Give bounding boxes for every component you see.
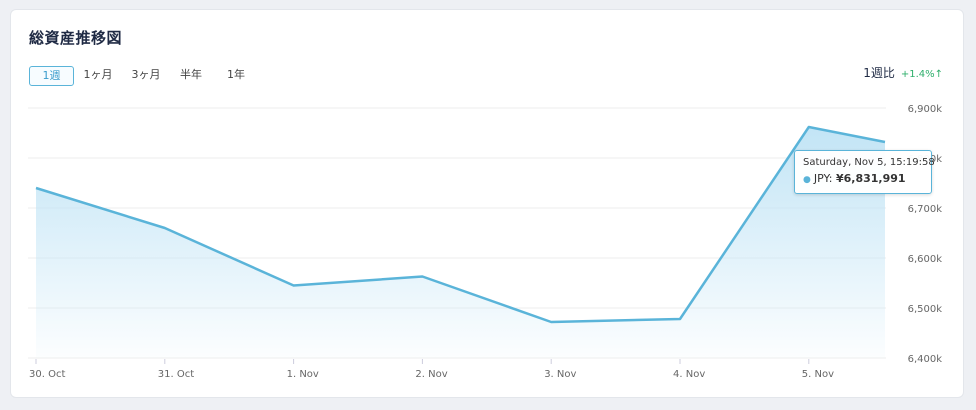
chart-title: 総資産推移図 bbox=[29, 29, 123, 47]
y-tick-label: 6,400k bbox=[908, 354, 943, 365]
y-tick-label: 6,600k bbox=[908, 254, 943, 265]
tab-1-month[interactable]: 1ヶ月 bbox=[83, 68, 113, 81]
tab-3-months[interactable]: 3ヶ月 bbox=[131, 68, 161, 81]
x-tick-label: 1. Nov bbox=[287, 369, 319, 380]
x-tick-label: 3. Nov bbox=[544, 369, 576, 380]
x-tick-label: 5. Nov bbox=[802, 369, 834, 380]
y-tick-label: 6,500k bbox=[908, 304, 943, 315]
weekly-comparison: 1週比 +1.4%↑ bbox=[863, 64, 943, 81]
x-tick-label: 2. Nov bbox=[415, 369, 447, 380]
comparison-delta: +1.4%↑ bbox=[900, 69, 943, 80]
tab-half-year[interactable]: 半年 bbox=[180, 68, 202, 81]
x-tick-label: 31. Oct bbox=[158, 369, 194, 380]
series-area bbox=[36, 127, 885, 358]
x-tick-label: 4. Nov bbox=[673, 369, 705, 380]
tab-1-week[interactable]: 1週 bbox=[29, 66, 74, 86]
y-tick-label: 6,700k bbox=[908, 204, 943, 215]
series-line bbox=[35, 125, 886, 324]
data-tooltip: Saturday, Nov 5, 15:19:58 ● JPY: ¥6,831,9… bbox=[794, 150, 935, 194]
tooltip-value: ¥6,831,991 bbox=[835, 172, 906, 185]
y-tick-label: 6,900k bbox=[908, 104, 943, 115]
series-dot-icon: ● bbox=[803, 175, 811, 185]
tooltip-datetime: Saturday, Nov 5, 15:19:58 bbox=[803, 157, 935, 168]
tooltip-series: JPY: bbox=[813, 172, 833, 185]
comparison-label: 1週比 bbox=[863, 66, 895, 80]
tab-1-year[interactable]: 1年 bbox=[227, 68, 245, 81]
x-tick-label: 30. Oct bbox=[29, 369, 65, 380]
